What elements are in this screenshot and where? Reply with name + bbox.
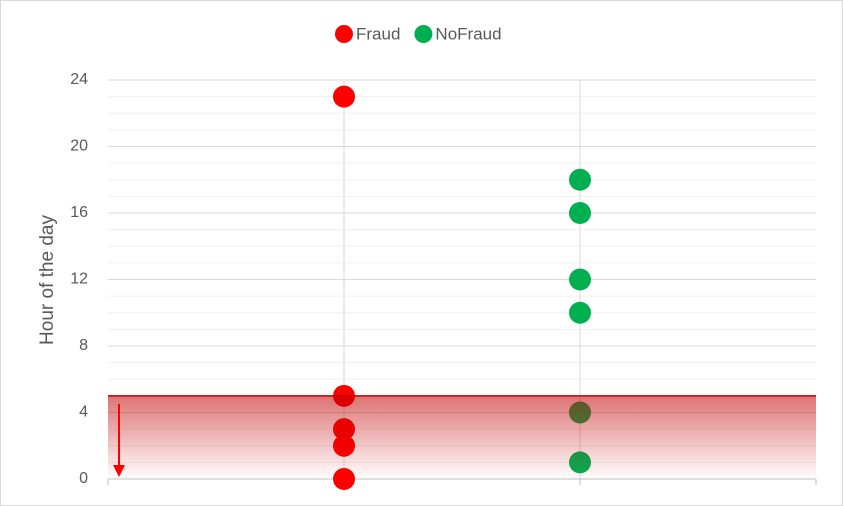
y-tick-label: 8 xyxy=(79,337,88,354)
legend-label: Fraud xyxy=(356,24,400,43)
point xyxy=(569,301,591,324)
highlight-band xyxy=(108,395,816,479)
point xyxy=(333,85,355,108)
legend-label: NoFraud xyxy=(435,24,501,43)
y-tick-label: 24 xyxy=(70,71,88,88)
y-tick-label: 4 xyxy=(79,404,88,421)
point xyxy=(569,168,591,191)
legend-marker xyxy=(414,25,433,43)
point xyxy=(569,268,591,291)
y-tick-label: 16 xyxy=(70,204,88,221)
y-tick-label: 12 xyxy=(70,271,88,288)
y-tick-label: 20 xyxy=(70,138,88,155)
point xyxy=(569,202,591,224)
arrow-head xyxy=(113,465,125,477)
y-tick-label: 0 xyxy=(79,470,88,487)
y-axis-label: Hour of the day xyxy=(37,215,58,345)
legend-marker xyxy=(335,25,353,43)
